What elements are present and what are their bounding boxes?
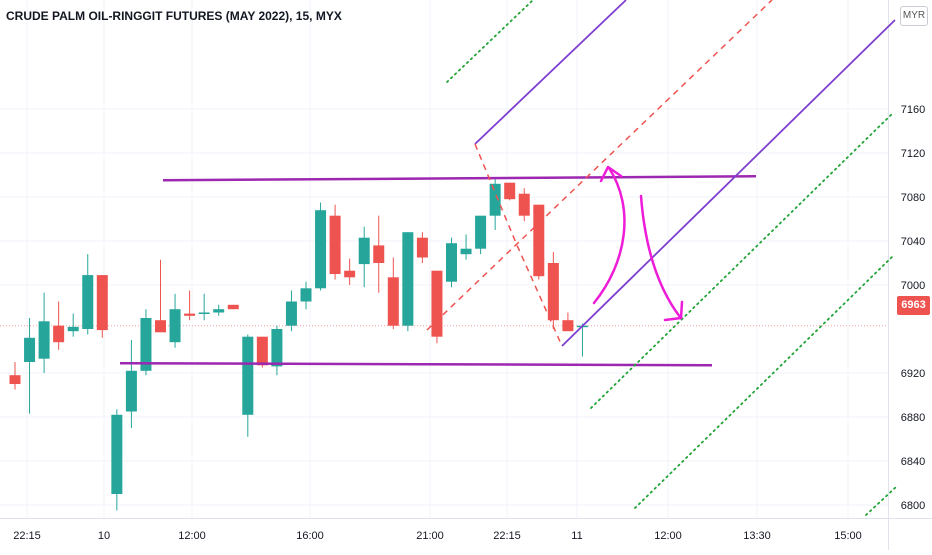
outer-lower-dotted-line-3 — [865, 486, 897, 516]
candle-body — [533, 204, 545, 277]
candle-body — [373, 245, 385, 263]
candle-body — [242, 336, 254, 415]
price-tick-label: 7000 — [901, 280, 925, 292]
arrow-down-head — [663, 300, 684, 322]
candle-body — [460, 248, 472, 255]
time-tick-label: 15:00 — [834, 530, 862, 542]
candle-body — [256, 336, 268, 366]
price-tick-label: 7080 — [901, 192, 925, 204]
candle-body — [387, 277, 399, 326]
time-tick-label: 22:15 — [493, 530, 521, 542]
last-price-badge: 6963 — [897, 296, 930, 315]
candle-body — [169, 309, 181, 343]
time-tick-label: 10 — [98, 530, 110, 542]
candle-body — [402, 232, 414, 326]
candle-body — [198, 312, 210, 314]
candle-body — [300, 288, 312, 302]
price-tick-label: 6840 — [901, 456, 925, 468]
candle-body — [329, 215, 341, 274]
candle-body — [67, 326, 79, 332]
time-tick-label: 12:00 — [654, 530, 682, 542]
candle-body — [431, 270, 443, 337]
pitchfork-handle — [474, 143, 563, 347]
time-tick-label: 21:00 — [416, 530, 444, 542]
candle-body — [271, 329, 283, 367]
support-level-line — [119, 361, 713, 367]
candle-body — [562, 320, 574, 332]
time-tick-label: 11 — [571, 530, 582, 542]
candle-body — [416, 237, 428, 258]
chart-title: CRUDE PALM OIL-RINGGIT FUTURES (MAY 2022… — [6, 9, 342, 23]
candle-body — [504, 182, 516, 200]
channel-upper-line — [474, 0, 627, 145]
currency-tag[interactable]: MYR — [900, 6, 928, 26]
candle-body — [96, 275, 108, 331]
price-tick-label: 6880 — [901, 412, 925, 424]
pitchfork-median-line — [426, 0, 773, 331]
price-tick-label: 7120 — [901, 148, 925, 160]
candle-body — [518, 193, 530, 216]
candle-body — [227, 304, 239, 310]
arrow-down-curve — [639, 194, 682, 319]
time-tick-label: 16:00 — [296, 530, 324, 542]
candle-body — [213, 309, 225, 313]
candle-body — [446, 243, 457, 282]
candle-body — [82, 275, 94, 329]
candle-body — [184, 313, 196, 316]
price-tick-label: 6920 — [901, 368, 925, 380]
arrow-up-curve — [592, 166, 626, 305]
candle-body — [358, 237, 370, 265]
candle-body — [547, 263, 559, 321]
outer-upper-dotted-line — [446, 0, 534, 83]
outer-lower-dotted-line-1 — [590, 112, 894, 409]
candle-body — [489, 183, 501, 216]
channel-lower-line — [561, 19, 896, 347]
candle-body — [53, 325, 65, 343]
candle-body — [140, 318, 152, 371]
candle-body — [111, 414, 123, 494]
price-tick-label: 7160 — [901, 104, 925, 116]
candle-body — [38, 321, 50, 359]
candle-body — [125, 370, 137, 412]
candle-body — [24, 337, 36, 362]
outer-lower-dotted-line-2 — [634, 255, 894, 509]
candle-body — [344, 270, 356, 278]
candle-body — [155, 320, 166, 333]
time-tick-label: 12:00 — [178, 530, 206, 542]
price-tick-label: 6800 — [901, 500, 925, 512]
time-tick-label: 13:30 — [743, 530, 771, 542]
arrow-up-head — [599, 165, 623, 183]
resistance-level-line — [162, 175, 757, 182]
candle-body — [285, 301, 297, 326]
price-tick-label: 7040 — [901, 236, 925, 248]
candle-body — [9, 375, 21, 384]
candle-body — [475, 215, 487, 249]
time-tick-label: 22:15 — [13, 530, 41, 542]
candle-body — [315, 210, 327, 289]
